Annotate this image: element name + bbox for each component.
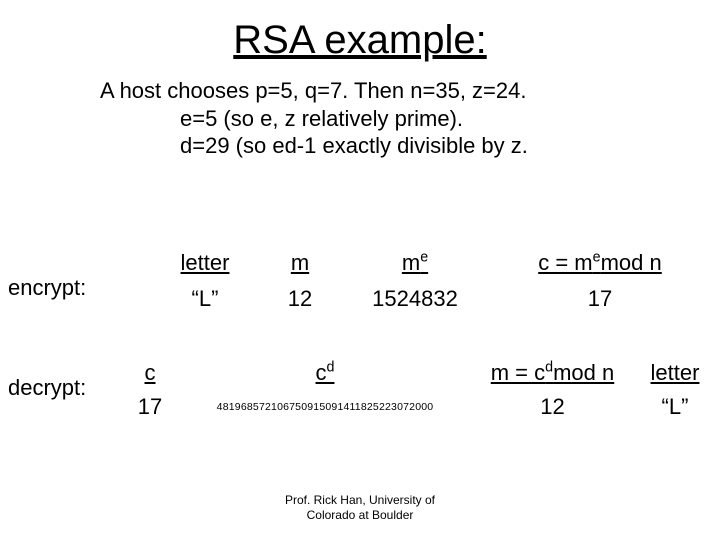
enc-me: 1524832: [340, 286, 490, 312]
footer-line-1: Prof. Rick Han, University of: [0, 493, 720, 507]
encrypt-header-row: letter m me c = memod n: [150, 250, 710, 276]
intro-line-1: A host chooses p=5, q=7. Then n=35, z=24…: [100, 77, 720, 105]
m-eq-suffix: mod n: [553, 360, 614, 385]
decrypt-label: decrypt:: [8, 375, 86, 401]
c-eq-suffix: mod n: [601, 250, 662, 275]
encrypt-label: encrypt:: [8, 275, 86, 301]
c-eq-exp: e: [593, 250, 601, 266]
dec-m: 12: [470, 394, 635, 420]
col-header-letter: letter: [150, 250, 260, 276]
dec-c: 17: [120, 394, 180, 420]
col-header-cd: cd: [180, 360, 470, 386]
cd-base: c: [316, 360, 327, 385]
intro-block: A host chooses p=5, q=7. Then n=35, z=24…: [0, 77, 720, 160]
decrypt-header-row: c cd m = cdmod n letter: [120, 360, 715, 386]
enc-m: 12: [260, 286, 340, 312]
col-header-letter2: letter: [635, 360, 715, 386]
intro-line-2: e=5 (so e, z relatively prime).: [100, 105, 720, 133]
col-header-me: me: [340, 250, 490, 276]
decrypt-data-row: 17 481968572106750915091411825223072000 …: [120, 394, 715, 420]
encrypt-data-row: “L” 12 1524832 17: [150, 286, 710, 312]
dec-cd: 481968572106750915091411825223072000: [180, 401, 470, 413]
dec-letter: “L”: [635, 394, 715, 420]
cd-exp: d: [327, 360, 335, 376]
footer-line-2: Colorado at Boulder: [0, 508, 720, 522]
encrypt-table: letter m me c = memod n “L” 12 1524832 1…: [150, 250, 710, 312]
col-header-c-eq: c = memod n: [490, 250, 710, 276]
c-eq-prefix: c = m: [538, 250, 592, 275]
enc-c: 17: [490, 286, 710, 312]
intro-line-3: d=29 (so ed-1 exactly divisible by z.: [100, 132, 720, 160]
slide-title: RSA example:: [0, 0, 720, 63]
col-header-m: m: [260, 250, 340, 276]
footer: Prof. Rick Han, University of Colorado a…: [0, 493, 720, 522]
me-base: m: [402, 250, 420, 275]
col-header-m-eq: m = cdmod n: [470, 360, 635, 386]
col-header-c: c: [120, 360, 180, 386]
slide: RSA example: A host chooses p=5, q=7. Th…: [0, 0, 720, 540]
enc-letter: “L”: [150, 286, 260, 312]
decrypt-table: c cd m = cdmod n letter 17 4819685721067…: [120, 360, 715, 420]
m-eq-prefix: m = c: [491, 360, 545, 385]
me-exp: e: [420, 250, 428, 266]
m-eq-exp: d: [545, 360, 553, 376]
